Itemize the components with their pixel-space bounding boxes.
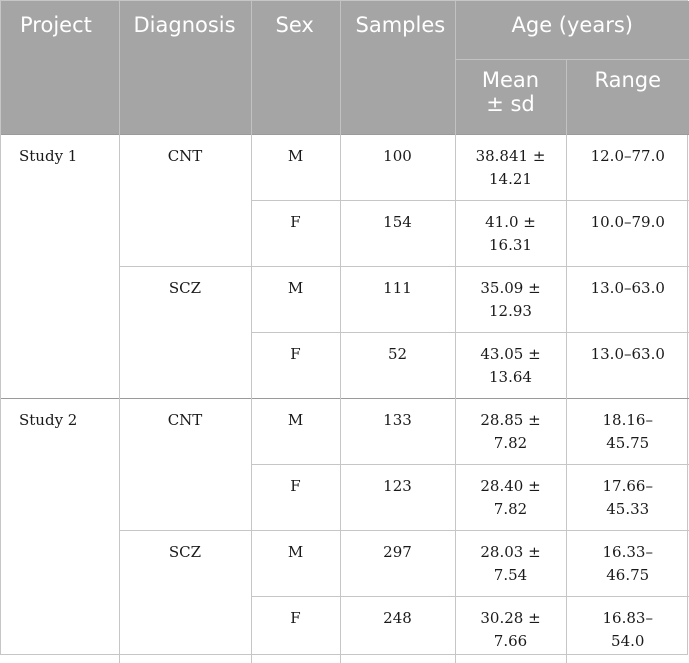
cell-range: 13.0–63.0	[566, 267, 689, 333]
cell-range: 12.0–77.0	[566, 135, 689, 201]
cell-mean-line2: 7.66	[462, 630, 560, 653]
cell-range: 13.0–63.0	[566, 333, 689, 399]
cell-range-line1: 12.0–77.0	[567, 145, 689, 168]
cell-range-line1: 18.16–	[567, 409, 689, 432]
cell-samples: 154	[340, 201, 455, 267]
cell-range-line2: 46.75	[567, 564, 689, 587]
cell-mean-line2: 14.21	[462, 168, 560, 191]
header-mean-line2: ± sd	[456, 92, 566, 116]
table-body: Study 1 CNT M 100 38.841 ±14.21 12.0–77.…	[1, 135, 689, 663]
cell-mean: 35.09 ±12.93	[455, 267, 566, 333]
cell-diagnosis: SCZ	[119, 267, 251, 399]
cell-range-line1: 13.0–63.0	[567, 343, 689, 366]
cell-range-line2: 45.33	[567, 498, 689, 521]
cell-mean: 38.841 ±14.21	[455, 135, 566, 201]
cell-samples: 111	[340, 267, 455, 333]
cell-range-line1: 13.0–63.0	[567, 277, 689, 300]
cell-mean: 43.05 ±13.64	[455, 333, 566, 399]
cell-diagnosis: SCZ	[119, 531, 251, 663]
cell-range: 16.33–46.75	[566, 531, 689, 597]
header-mean-line1: Mean	[456, 68, 566, 92]
cell-samples: 248	[340, 597, 455, 663]
cell-range: 16.83–54.0	[566, 597, 689, 663]
cell-diagnosis: CNT	[119, 135, 251, 267]
cell-sex: F	[251, 597, 340, 663]
cell-mean-line1: 41.0 ±	[462, 211, 560, 234]
cell-samples: 123	[340, 465, 455, 531]
cell-sex: F	[251, 201, 340, 267]
cell-project: Study 1	[1, 135, 119, 399]
header-sex: Sex	[251, 1, 340, 135]
table-header: Project Diagnosis Sex Samples Age (years…	[1, 1, 689, 135]
cell-mean: 28.40 ±7.82	[455, 465, 566, 531]
cell-diagnosis: CNT	[119, 399, 251, 531]
cell-range: 10.0–79.0	[566, 201, 689, 267]
header-mean-sd: Mean ± sd	[455, 60, 566, 135]
cell-range-line1: 16.33–	[567, 541, 689, 564]
cell-range: 18.16–45.75	[566, 399, 689, 465]
cell-sex: F	[251, 465, 340, 531]
cell-mean-line2: 7.82	[462, 432, 560, 455]
cell-range: 17.66–45.33	[566, 465, 689, 531]
cell-range-line2: 54.0	[567, 630, 689, 653]
cell-range-line1: 10.0–79.0	[567, 211, 689, 234]
cell-sex: M	[251, 267, 340, 333]
cell-sex: M	[251, 135, 340, 201]
cell-range-line1: 17.66–	[567, 475, 689, 498]
cell-mean-line2: 12.93	[462, 300, 560, 323]
cell-samples: 100	[340, 135, 455, 201]
cell-mean-line2: 7.54	[462, 564, 560, 587]
cell-sex: F	[251, 333, 340, 399]
cell-mean-line2: 16.31	[462, 234, 560, 257]
cell-samples: 52	[340, 333, 455, 399]
cell-mean: 28.85 ±7.82	[455, 399, 566, 465]
cell-mean-line1: 28.40 ±	[462, 475, 560, 498]
cell-mean: 41.0 ±16.31	[455, 201, 566, 267]
header-range: Range	[566, 60, 689, 135]
cell-mean-line2: 7.82	[462, 498, 560, 521]
cell-mean-line2: 13.64	[462, 366, 560, 389]
cell-samples: 133	[340, 399, 455, 465]
cell-samples: 297	[340, 531, 455, 597]
cell-project: Study 2	[1, 399, 119, 663]
cell-mean: 28.03 ±7.54	[455, 531, 566, 597]
cell-mean: 30.28 ±7.66	[455, 597, 566, 663]
header-diagnosis: Diagnosis	[119, 1, 251, 135]
cell-mean-line1: 43.05 ±	[462, 343, 560, 366]
table-row: Study 1 CNT M 100 38.841 ±14.21 12.0–77.…	[1, 135, 689, 201]
header-project: Project	[1, 1, 119, 135]
cell-mean-line1: 30.28 ±	[462, 607, 560, 630]
cell-mean-line1: 28.03 ±	[462, 541, 560, 564]
cell-mean-line1: 28.85 ±	[462, 409, 560, 432]
cell-mean-line1: 35.09 ±	[462, 277, 560, 300]
table-row: Study 2 CNT M 133 28.85 ±7.82 18.16–45.7…	[1, 399, 689, 465]
header-age: Age (years)	[455, 1, 689, 60]
header-samples: Samples	[340, 1, 455, 135]
cell-range-line2: 45.75	[567, 432, 689, 455]
cell-mean-line1: 38.841 ±	[462, 145, 560, 168]
cell-sex: M	[251, 531, 340, 597]
cell-range-line1: 16.83–	[567, 607, 689, 630]
cell-sex: M	[251, 399, 340, 465]
